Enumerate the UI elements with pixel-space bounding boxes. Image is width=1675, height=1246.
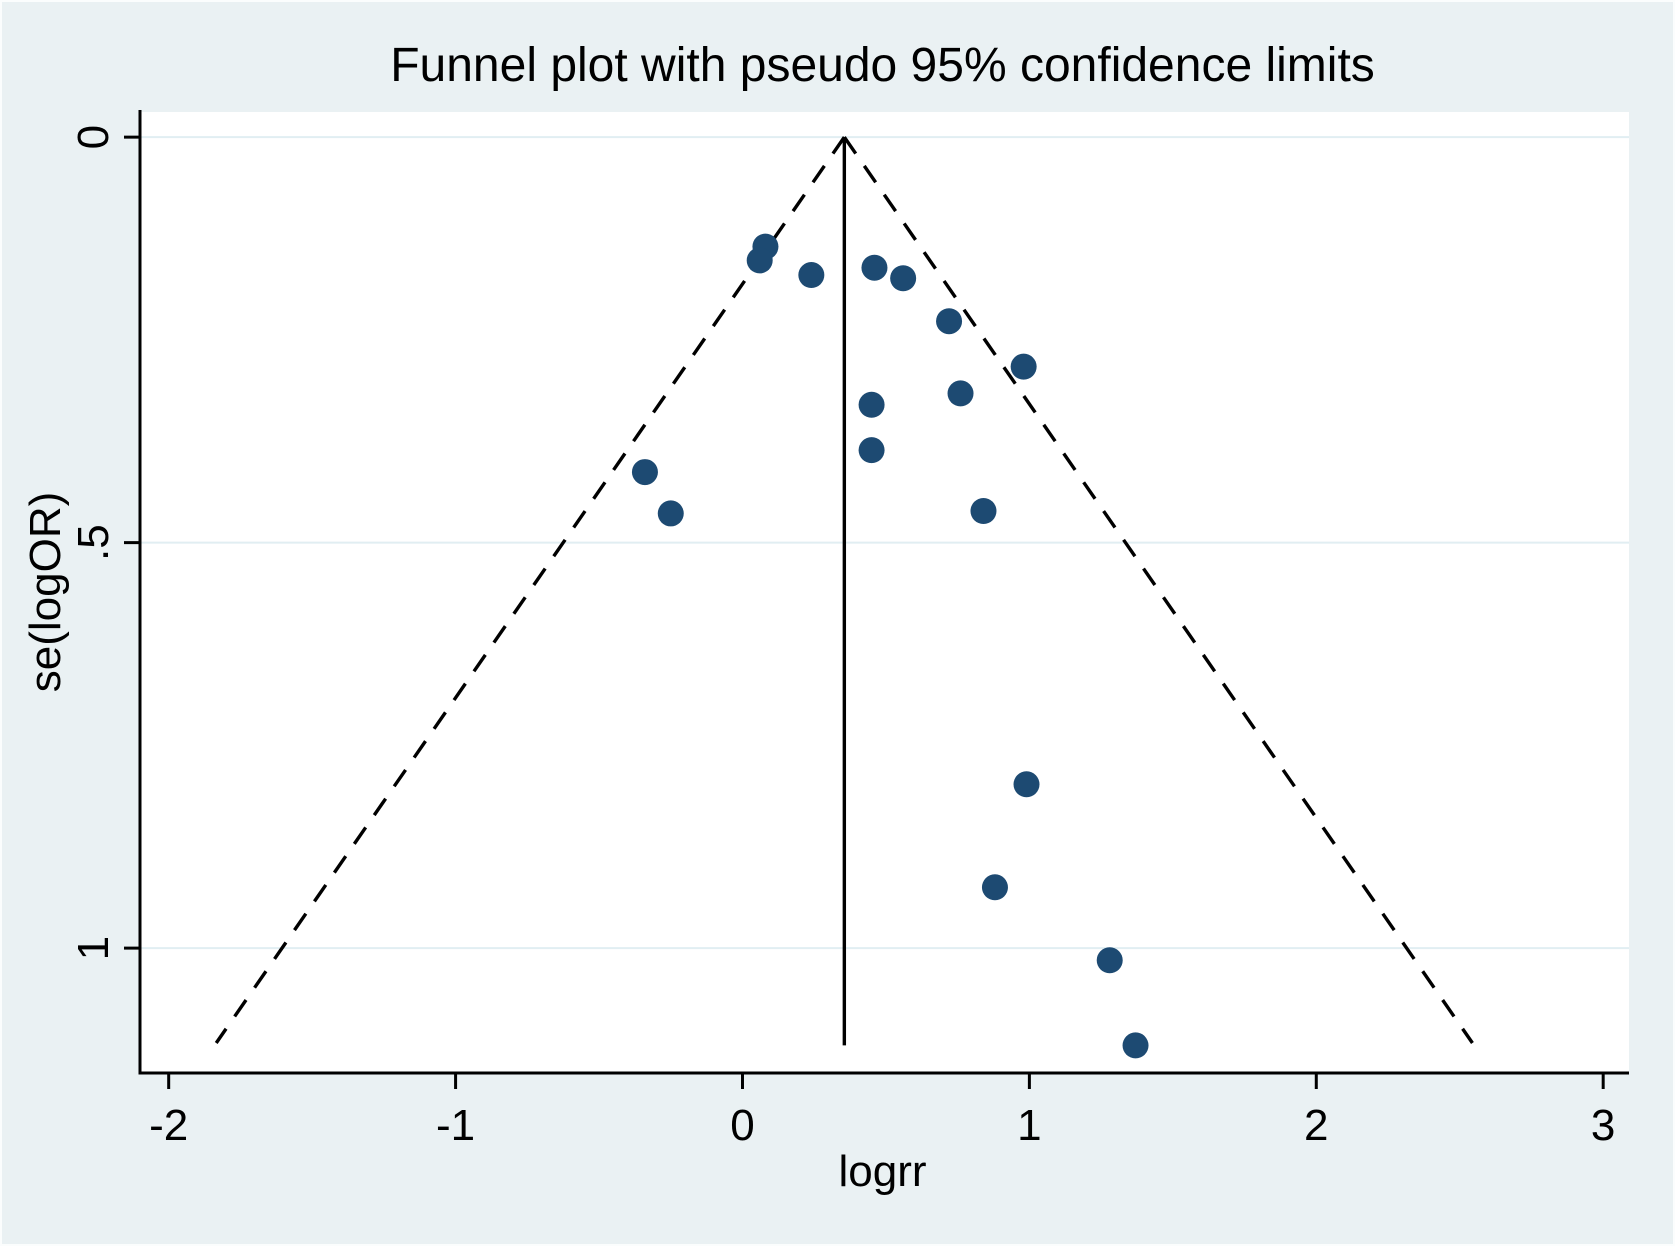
data-point [981,874,1008,901]
chart-title: Funnel plot with pseudo 95% confidence l… [390,39,1375,92]
x-tick-label: 3 [1591,1101,1615,1150]
funnel-upper-limit-line [842,136,1474,1044]
x-tick-label: -2 [149,1101,188,1150]
data-point [1010,353,1037,380]
data-point [1122,1032,1149,1059]
data-point [798,262,825,289]
y-tick-label: 0 [69,125,118,149]
x-axis-title: logrr [838,1147,927,1196]
x-tick-label: 0 [730,1101,754,1150]
data-point [1013,771,1040,798]
funnel-lower-limit-line [214,136,846,1044]
data-point [657,500,684,527]
y-tick-label: 1 [69,936,118,960]
data-point [890,265,917,292]
data-point [631,459,658,486]
plot-area [140,112,1629,1073]
data-point [858,437,885,464]
x-tick-label: 2 [1304,1101,1328,1150]
data-point [970,497,997,524]
x-tick-label: 1 [1017,1101,1041,1150]
data-point [1096,947,1123,974]
data-point [936,308,963,335]
y-tick-label: .5 [69,524,118,561]
data-point [746,247,773,274]
data-point [858,391,885,418]
data-point [861,254,888,281]
data-point [947,380,974,407]
x-tick-label: -1 [436,1101,475,1150]
